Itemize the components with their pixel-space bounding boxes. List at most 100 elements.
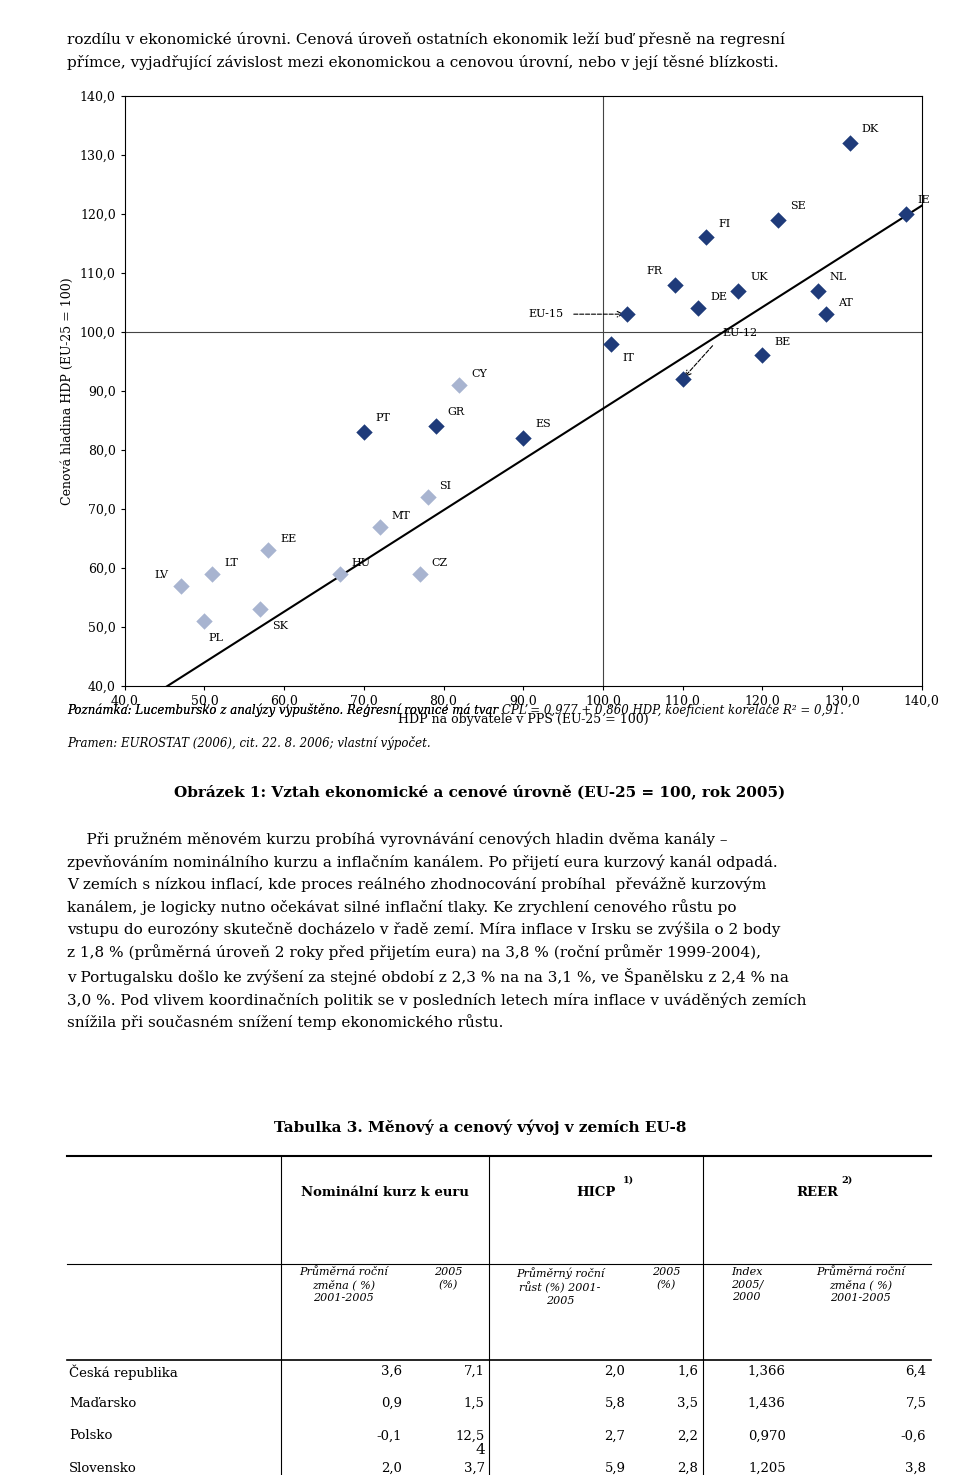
Text: ES: ES [535, 419, 551, 429]
Text: Průměrná roční
změna ( %)
2001-2005: Průměrná roční změna ( %) 2001-2005 [816, 1267, 905, 1302]
Text: Průměrný roční
růst (%) 2001-
2005: Průměrný roční růst (%) 2001- 2005 [516, 1267, 604, 1305]
Text: rozdílu v ekonomické úrovni. Cenová úroveň ostatních ekonomik leží buď přesně na: rozdílu v ekonomické úrovni. Cenová úrov… [67, 32, 785, 69]
Text: 2): 2) [841, 1176, 852, 1184]
Text: Průměrná roční
změna ( %)
2001-2005: Průměrná roční změna ( %) 2001-2005 [300, 1267, 388, 1302]
Text: 0,970: 0,970 [748, 1429, 785, 1443]
Text: -0,1: -0,1 [376, 1429, 402, 1443]
Text: EU-12: EU-12 [723, 327, 757, 338]
Text: 5,8: 5,8 [605, 1397, 626, 1410]
Text: 3,8: 3,8 [905, 1462, 926, 1475]
Text: NL: NL [830, 271, 847, 282]
Text: DK: DK [862, 124, 879, 134]
Text: 2005
(%): 2005 (%) [653, 1267, 681, 1289]
Point [356, 420, 372, 444]
Point [260, 538, 276, 562]
Point [818, 302, 833, 326]
Text: 3,7: 3,7 [464, 1462, 485, 1475]
Text: 7,1: 7,1 [464, 1364, 485, 1378]
Text: 1,6: 1,6 [677, 1364, 698, 1378]
Point [603, 332, 618, 355]
Text: 7,5: 7,5 [905, 1397, 926, 1410]
Text: Česká republika: Česká republika [69, 1364, 178, 1381]
Text: 0,9: 0,9 [381, 1397, 402, 1410]
Text: Maďarsko: Maďarsko [69, 1397, 136, 1410]
Text: EU-15: EU-15 [528, 310, 563, 319]
Point [252, 597, 268, 621]
Text: -0,6: -0,6 [900, 1429, 926, 1443]
Text: 2,8: 2,8 [678, 1462, 698, 1475]
Text: EE: EE [280, 534, 297, 544]
Point [667, 273, 683, 296]
Text: 1,5: 1,5 [464, 1397, 485, 1410]
Point [898, 202, 913, 226]
Text: 2,0: 2,0 [605, 1364, 626, 1378]
Text: Polsko: Polsko [69, 1429, 112, 1443]
Point [412, 562, 427, 586]
Point [452, 373, 468, 397]
Text: DE: DE [710, 292, 728, 302]
Point [332, 562, 348, 586]
Point [842, 131, 857, 155]
Point [755, 344, 770, 367]
Point [197, 609, 212, 633]
Point [516, 426, 531, 450]
Text: MT: MT [392, 510, 411, 521]
Text: 2005
(%): 2005 (%) [434, 1267, 463, 1289]
Text: CY: CY [471, 369, 488, 379]
Point [372, 515, 388, 538]
Text: FI: FI [718, 218, 731, 229]
Text: 3,6: 3,6 [381, 1364, 402, 1378]
Text: 6,4: 6,4 [905, 1364, 926, 1378]
Text: 4: 4 [475, 1444, 485, 1457]
Text: Nominální kurz k euru: Nominální kurz k euru [301, 1186, 469, 1199]
Text: 2,0: 2,0 [381, 1462, 402, 1475]
Text: LT: LT [225, 558, 238, 568]
Text: 3,5: 3,5 [677, 1397, 698, 1410]
Point [173, 574, 188, 597]
Text: SI: SI [440, 481, 451, 491]
Text: REER: REER [796, 1186, 838, 1199]
Text: IT: IT [623, 353, 635, 363]
Text: 2,7: 2,7 [605, 1429, 626, 1443]
Text: LV: LV [155, 569, 169, 580]
Text: SK: SK [273, 621, 288, 631]
Text: 5,9: 5,9 [605, 1462, 626, 1475]
Y-axis label: Cenová hladina HDP (EU-25 = 100): Cenová hladina HDP (EU-25 = 100) [61, 277, 74, 504]
Text: Obrázek 1: Vztah ekonomické a cenové úrovně (EU-25 = 100, rok 2005): Obrázek 1: Vztah ekonomické a cenové úro… [175, 785, 785, 799]
Point [810, 279, 826, 302]
Text: Při pružném měnovém kurzu probíhá vyrovnávání cenových hladin dvěma kanály –
zpe: Při pružném měnovém kurzu probíhá vyrovn… [67, 832, 806, 1031]
Text: Pramen: EUROSTAT (2006), cit. 22. 8. 2006; vlastní výpočet.: Pramen: EUROSTAT (2006), cit. 22. 8. 200… [67, 736, 431, 749]
Text: 1,436: 1,436 [748, 1397, 785, 1410]
Text: IE: IE [918, 195, 930, 205]
Text: 1,366: 1,366 [748, 1364, 785, 1378]
Point [420, 485, 435, 509]
Point [675, 367, 690, 391]
Text: PT: PT [375, 413, 391, 423]
Text: SE: SE [790, 201, 805, 211]
Text: UK: UK [751, 271, 768, 282]
Text: Tabulka 3. Měnový a cenový vývoj v zemích EU-8: Tabulka 3. Měnový a cenový vývoj v zemíc… [274, 1120, 686, 1136]
Text: 2,2: 2,2 [678, 1429, 698, 1443]
Point [691, 296, 707, 320]
Text: BE: BE [774, 336, 790, 347]
Text: PL: PL [208, 633, 224, 643]
Point [699, 226, 714, 249]
Text: Index
2005/
2000: Index 2005/ 2000 [731, 1267, 763, 1302]
Text: FR: FR [647, 266, 662, 276]
Point [204, 562, 220, 586]
Text: 1,205: 1,205 [748, 1462, 785, 1475]
Text: Poznámka: Lucembursko z analýzy vypuštěno. Regresní rovnice má tvar: Poznámka: Lucembursko z analýzy vypuštěn… [67, 704, 502, 717]
Text: Poznámka: Lucembursko z analýzy vypuštěno. Regresní rovnice má tvar CPL = 0,977 : Poznámka: Lucembursko z analýzy vypuštěn… [67, 704, 844, 717]
Text: GR: GR [447, 407, 465, 417]
Point [619, 302, 635, 326]
Text: Slovensko: Slovensko [69, 1462, 137, 1475]
X-axis label: HDP na obyvatele v PPS (EU-25 = 100): HDP na obyvatele v PPS (EU-25 = 100) [397, 714, 649, 727]
Text: HU: HU [352, 558, 371, 568]
Text: 1): 1) [623, 1176, 635, 1184]
Text: 12,5: 12,5 [455, 1429, 485, 1443]
Point [731, 279, 746, 302]
Point [428, 414, 444, 438]
Text: HICP: HICP [577, 1186, 616, 1199]
Point [771, 208, 786, 232]
Text: CZ: CZ [432, 558, 447, 568]
